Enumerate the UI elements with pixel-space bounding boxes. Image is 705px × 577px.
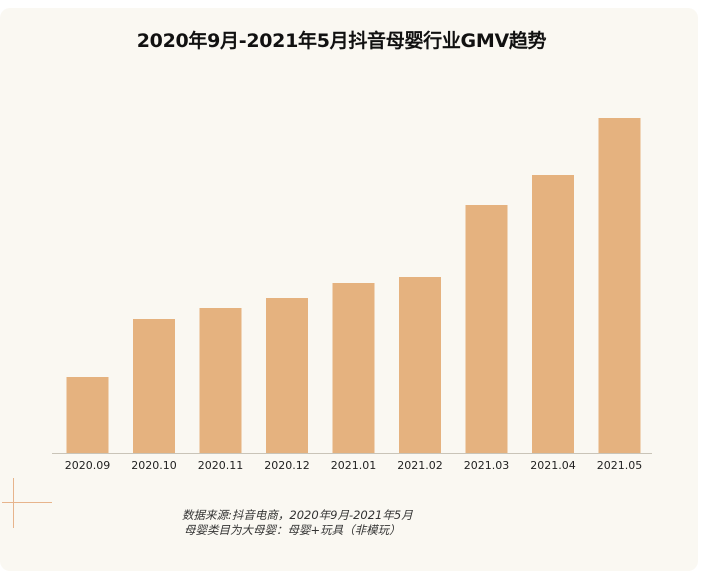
- category-note: 母婴类目为大母婴：母婴+玩具（非模玩）: [184, 523, 401, 537]
- decorative-cross: [2, 478, 52, 528]
- source-note: 数据来源:抖音电商，2020年9月-2021年5月: [182, 508, 413, 522]
- x-tick-labels: 2020.09 2020.10 2020.11 2020.12 2021.01 2021.…: [65, 459, 643, 472]
- bar-2020.10: [133, 319, 175, 453]
- x-tick-label: 2021.01: [331, 459, 377, 472]
- x-tick-label: 2020.09: [65, 459, 111, 472]
- bar-2021.02: [399, 277, 441, 453]
- x-tick-label: 2021.03: [464, 459, 510, 472]
- bar-2021.05: [598, 118, 641, 453]
- bar-2020.09: [66, 377, 109, 453]
- bar-2021.03: [465, 205, 508, 453]
- bar-2020.12: [266, 298, 308, 453]
- x-tick-label: 2021.02: [397, 459, 443, 472]
- bar-2020.11: [199, 308, 242, 453]
- bars-group: [66, 118, 641, 453]
- bar-2021.01: [332, 283, 375, 453]
- x-tick-label: 2020.10: [131, 459, 177, 472]
- bar-2021.04: [532, 175, 574, 453]
- chart-footnote: 数据来源:抖音电商，2020年9月-2021年5月 母婴类目为大母婴：母婴+玩具…: [182, 508, 413, 538]
- x-tick-label: 2020.11: [198, 459, 244, 472]
- x-tick-label: 2021.05: [597, 459, 643, 472]
- chart-title: 2020年9月-2021年5月抖音母婴行业GMV趋势: [136, 30, 547, 52]
- x-tick-label: 2021.04: [530, 459, 576, 472]
- x-tick-label: 2020.12: [264, 459, 310, 472]
